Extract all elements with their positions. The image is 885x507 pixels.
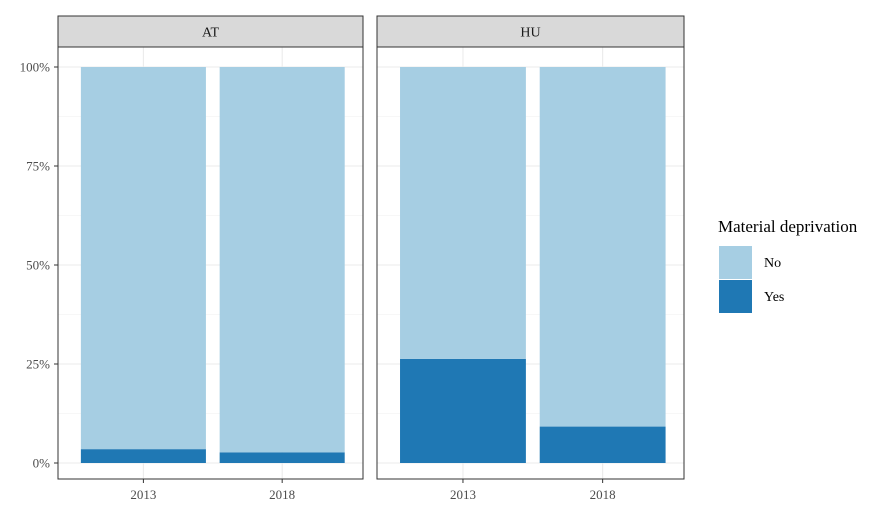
facet-strip-label: HU xyxy=(520,26,540,41)
y-tick-label: 100% xyxy=(20,60,51,75)
bar-hu-2018-no xyxy=(539,67,666,427)
x-tick-label: 2013 xyxy=(450,487,476,502)
legend-key-no xyxy=(719,246,752,279)
x-tick-label: 2018 xyxy=(590,487,616,502)
facet-panel-at: AT 2013 2018 xyxy=(57,15,364,502)
y-tick-label: 50% xyxy=(26,258,50,273)
bar-hu-2018-yes xyxy=(539,426,666,463)
y-tick-label: 75% xyxy=(26,159,50,174)
legend-title: Material deprivation xyxy=(718,217,858,236)
x-tick-label: 2013 xyxy=(130,487,156,502)
bar-at-2013-yes xyxy=(80,449,206,463)
facet-panel-hu: HU 2013 2018 xyxy=(376,15,685,502)
legend-label-no: No xyxy=(764,256,781,271)
facet-strip-label: AT xyxy=(202,26,220,41)
bar-at-2018-yes xyxy=(219,452,345,463)
bar-at-2013-no xyxy=(80,67,206,450)
legend-label-yes: Yes xyxy=(764,290,784,305)
x-tick-label: 2018 xyxy=(269,487,295,502)
y-tick-label: 25% xyxy=(26,357,50,372)
facet-strip xyxy=(376,15,685,48)
bar-hu-2013-yes xyxy=(400,358,526,463)
y-tick-label: 0% xyxy=(33,456,51,471)
bar-hu-2013-no xyxy=(400,67,526,359)
legend-key-yes xyxy=(719,280,752,313)
legend: Material deprivation No Yes xyxy=(718,217,858,313)
bar-at-2018-no xyxy=(219,67,345,453)
facet-strip xyxy=(57,15,364,48)
